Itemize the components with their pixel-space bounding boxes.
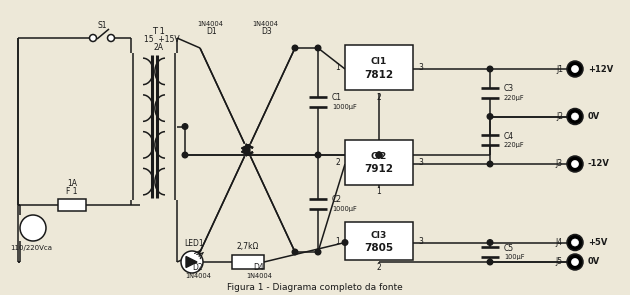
Circle shape [571, 160, 578, 168]
Circle shape [315, 152, 321, 158]
Circle shape [571, 65, 578, 73]
Text: C3: C3 [504, 84, 514, 93]
Text: 7812: 7812 [364, 70, 394, 79]
Circle shape [376, 152, 382, 158]
Bar [345, 140, 413, 185]
Text: CI2: CI2 [371, 152, 387, 161]
Text: 1: 1 [335, 63, 340, 72]
Text: 1000μF: 1000μF [332, 104, 357, 109]
Bar [232, 255, 264, 269]
Circle shape [292, 45, 298, 51]
Text: -12V: -12V [588, 160, 610, 168]
Circle shape [315, 45, 321, 51]
Text: 110/220Vca: 110/220Vca [10, 245, 52, 251]
Text: 3: 3 [418, 237, 423, 245]
Circle shape [567, 61, 583, 77]
Circle shape [567, 156, 583, 172]
Circle shape [182, 152, 188, 158]
Text: 7805: 7805 [364, 243, 394, 253]
Text: 15  +15V: 15 +15V [144, 35, 180, 45]
Polygon shape [186, 256, 197, 268]
Text: 0V: 0V [588, 112, 600, 121]
Text: 3: 3 [418, 158, 423, 167]
Circle shape [487, 66, 493, 72]
Circle shape [342, 240, 348, 245]
Text: 1A: 1A [67, 178, 77, 188]
Text: 100μF: 100μF [504, 254, 525, 260]
Circle shape [487, 240, 493, 245]
Text: CI3: CI3 [371, 230, 387, 240]
Text: J3: J3 [556, 160, 563, 168]
Text: 1N4004: 1N4004 [246, 273, 272, 279]
Text: 1N4004: 1N4004 [252, 21, 278, 27]
Text: T 1: T 1 [152, 27, 164, 35]
Text: 220μF: 220μF [504, 95, 525, 101]
Circle shape [567, 235, 583, 250]
Polygon shape [241, 146, 250, 156]
Text: 2,7kΩ: 2,7kΩ [237, 242, 259, 250]
Text: J5: J5 [556, 258, 563, 266]
Text: 2: 2 [377, 93, 381, 101]
Text: C1: C1 [332, 93, 342, 102]
Circle shape [571, 258, 578, 266]
Circle shape [487, 259, 493, 265]
Text: 1: 1 [377, 188, 381, 196]
Text: 2A: 2A [153, 43, 163, 53]
Text: J4: J4 [556, 238, 563, 247]
Polygon shape [241, 146, 250, 156]
Text: C4: C4 [504, 132, 514, 141]
Bar [345, 45, 413, 90]
Text: D2: D2 [193, 263, 203, 273]
Circle shape [315, 249, 321, 255]
Text: 1: 1 [335, 237, 340, 245]
Circle shape [181, 251, 203, 273]
Text: S1: S1 [97, 20, 106, 30]
Polygon shape [241, 144, 250, 154]
Text: 3: 3 [418, 63, 423, 72]
Polygon shape [241, 144, 250, 154]
Circle shape [571, 113, 578, 120]
Text: Figura 1 - Diagrama completo da fonte: Figura 1 - Diagrama completo da fonte [227, 283, 403, 293]
Text: 220μF: 220μF [504, 142, 525, 148]
Text: F 1: F 1 [66, 186, 77, 196]
Bar [345, 222, 413, 260]
Circle shape [487, 114, 493, 119]
Text: 7912: 7912 [365, 165, 394, 175]
Circle shape [292, 249, 298, 255]
Circle shape [89, 35, 96, 42]
Text: 1000μF: 1000μF [332, 206, 357, 212]
Circle shape [182, 124, 188, 129]
Circle shape [571, 239, 578, 246]
Circle shape [567, 109, 583, 124]
Circle shape [108, 35, 115, 42]
Text: 1N4004: 1N4004 [197, 21, 223, 27]
Circle shape [487, 161, 493, 167]
Text: D3: D3 [261, 27, 272, 37]
Text: C2: C2 [332, 195, 342, 204]
Text: LED1: LED1 [184, 238, 204, 248]
Text: 0V: 0V [588, 258, 600, 266]
Text: +12V: +12V [588, 65, 613, 73]
Circle shape [567, 254, 583, 270]
Text: D4: D4 [254, 263, 265, 273]
Bar [58, 199, 86, 211]
Circle shape [376, 152, 382, 158]
Circle shape [376, 152, 382, 158]
Text: 1N4004: 1N4004 [185, 273, 211, 279]
Text: J2: J2 [556, 112, 563, 121]
Text: CI1: CI1 [371, 57, 387, 66]
Text: J1: J1 [556, 65, 563, 73]
Text: C5: C5 [504, 244, 514, 253]
Text: 2: 2 [335, 158, 340, 167]
Text: 2: 2 [377, 263, 381, 271]
Text: D1: D1 [207, 27, 217, 37]
Text: +5V: +5V [588, 238, 607, 247]
Circle shape [20, 215, 46, 241]
